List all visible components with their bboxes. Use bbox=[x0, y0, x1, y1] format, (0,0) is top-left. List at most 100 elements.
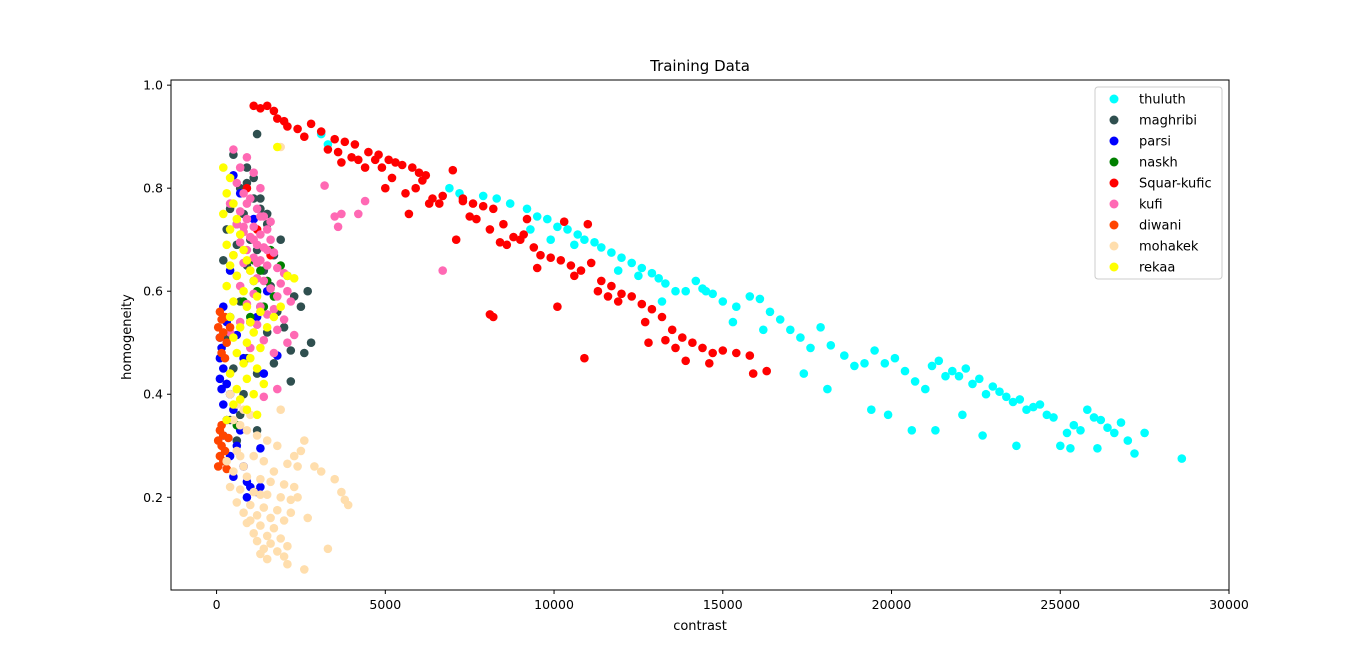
legend-label: rekaa bbox=[1139, 261, 1175, 276]
data-point bbox=[217, 384, 226, 394]
data-point bbox=[458, 196, 468, 206]
data-point bbox=[644, 338, 653, 348]
data-point bbox=[286, 377, 296, 386]
data-point bbox=[296, 446, 306, 456]
data-point bbox=[232, 271, 242, 281]
data-point bbox=[958, 410, 967, 420]
data-point bbox=[219, 255, 228, 265]
y-axis: 0.2 0.4 0.6 0.8 1.0 bbox=[143, 78, 171, 505]
data-point bbox=[927, 361, 937, 371]
data-point bbox=[1062, 428, 1072, 438]
data-point bbox=[283, 338, 292, 348]
data-point bbox=[360, 196, 370, 206]
plot-area bbox=[213, 101, 1187, 574]
y-tick-label: 0.8 bbox=[143, 181, 163, 196]
data-point bbox=[256, 104, 265, 113]
data-point bbox=[1056, 441, 1065, 451]
data-point bbox=[229, 250, 238, 260]
data-point bbox=[273, 325, 282, 335]
data-point bbox=[627, 258, 636, 268]
data-point bbox=[566, 261, 576, 270]
data-point bbox=[279, 116, 289, 126]
data-point bbox=[279, 552, 289, 561]
data-point bbox=[1035, 400, 1045, 409]
data-point bbox=[323, 544, 333, 554]
data-point bbox=[678, 333, 687, 342]
data-point bbox=[786, 325, 795, 335]
data-point bbox=[229, 297, 238, 306]
data-point bbox=[337, 158, 346, 167]
data-point bbox=[259, 503, 269, 512]
x-tick-label: 10000 bbox=[534, 597, 574, 612]
data-point bbox=[485, 225, 495, 234]
data-point bbox=[495, 238, 505, 247]
data-point bbox=[330, 212, 340, 221]
data-point bbox=[225, 323, 235, 332]
chart-title: Training Data bbox=[649, 57, 750, 75]
data-point bbox=[249, 214, 258, 224]
data-point bbox=[667, 325, 677, 335]
data-point bbox=[256, 474, 265, 484]
data-point bbox=[661, 279, 670, 288]
data-point bbox=[303, 513, 313, 523]
data-point bbox=[553, 302, 562, 312]
data-point bbox=[613, 266, 623, 275]
data-point bbox=[235, 485, 245, 494]
data-point bbox=[256, 230, 265, 239]
data-point bbox=[246, 500, 255, 510]
data-point bbox=[283, 286, 292, 296]
data-point bbox=[438, 266, 448, 275]
data-point bbox=[279, 516, 289, 525]
data-point bbox=[273, 114, 282, 123]
data-point bbox=[775, 315, 785, 324]
data-point bbox=[391, 158, 400, 167]
data-point bbox=[576, 266, 586, 275]
data-point bbox=[273, 142, 282, 152]
data-point bbox=[921, 384, 930, 394]
data-point bbox=[1042, 410, 1052, 420]
data-point bbox=[941, 371, 950, 381]
data-point bbox=[266, 477, 275, 487]
data-point bbox=[259, 456, 269, 466]
legend-marker bbox=[1109, 262, 1119, 272]
data-point bbox=[256, 212, 265, 221]
data-point bbox=[414, 168, 424, 177]
data-point bbox=[384, 155, 394, 165]
legend-marker bbox=[1109, 241, 1119, 251]
data-point bbox=[256, 266, 265, 275]
data-point bbox=[1066, 444, 1075, 453]
data-point bbox=[242, 472, 252, 482]
data-point bbox=[532, 263, 542, 273]
data-point bbox=[1130, 449, 1139, 458]
data-point bbox=[732, 302, 741, 312]
data-point bbox=[634, 271, 643, 281]
y-tick-label: 0.6 bbox=[143, 284, 163, 299]
data-point bbox=[222, 456, 231, 466]
legend-marker bbox=[1109, 157, 1119, 167]
data-point bbox=[235, 230, 245, 239]
data-point bbox=[688, 338, 697, 348]
data-point bbox=[222, 189, 231, 198]
data-point bbox=[1022, 405, 1031, 415]
data-point bbox=[745, 292, 755, 301]
data-point bbox=[242, 255, 252, 265]
data-point bbox=[266, 539, 275, 548]
data-point bbox=[242, 153, 252, 162]
data-point bbox=[229, 333, 238, 342]
data-point bbox=[546, 235, 555, 244]
data-point bbox=[1012, 441, 1021, 451]
data-point bbox=[354, 209, 363, 219]
data-point bbox=[249, 451, 258, 461]
data-point bbox=[1069, 420, 1079, 430]
data-point bbox=[266, 513, 275, 523]
data-point bbox=[222, 415, 231, 425]
data-point bbox=[1029, 402, 1038, 412]
data-point bbox=[273, 384, 282, 394]
data-point bbox=[293, 124, 302, 134]
data-point bbox=[303, 286, 313, 296]
legend-label: mohakek bbox=[1139, 240, 1199, 255]
data-point bbox=[242, 374, 252, 384]
data-point bbox=[961, 364, 971, 373]
data-point bbox=[559, 217, 569, 226]
data-point bbox=[225, 369, 235, 378]
